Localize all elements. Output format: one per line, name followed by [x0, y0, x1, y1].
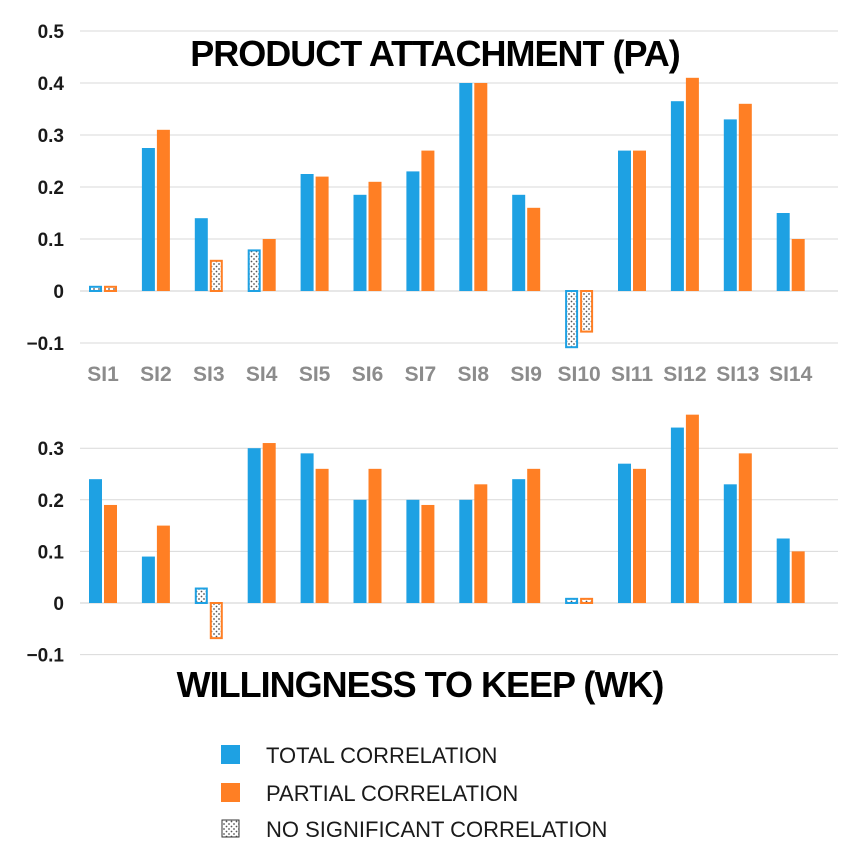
y-tick-label: 0 [53, 594, 64, 615]
bar-partial-si11 [633, 150, 646, 291]
x-tick-label: SI12 [663, 363, 706, 386]
bar-partial-si13 [738, 453, 752, 603]
bar-total-si10 [565, 290, 579, 349]
bar-total-si10 [565, 597, 579, 605]
x-tick-label: SI10 [557, 363, 600, 386]
bar-partial-si7 [421, 504, 435, 603]
bar-total-si13 [723, 484, 737, 603]
bar-total-si9 [512, 479, 526, 603]
bar-partial-si12 [685, 414, 699, 603]
bar-partial-si9 [527, 468, 541, 603]
legend-swatch-total [221, 745, 240, 764]
x-tick-label: SI14 [769, 363, 813, 386]
bar-total-si7 [406, 171, 420, 291]
bar-partial-si3 [209, 259, 223, 292]
legend-swatch-nonsig [221, 819, 240, 838]
bar-partial-si14 [791, 551, 805, 603]
x-tick-label: SI8 [458, 363, 490, 386]
y-tick-label: 0.3 [38, 126, 64, 147]
chart-panel-wk: 0.3 0.2 0.1 0 −0.1 [26, 414, 838, 667]
bar-total-si8 [459, 83, 473, 291]
y-tick-label: 0.1 [38, 230, 65, 251]
x-tick-label: SI13 [716, 363, 759, 386]
bar-total-si14 [776, 538, 790, 603]
y-tick-label: 0.2 [38, 178, 64, 199]
bar-partial-si1 [104, 504, 117, 603]
x-tick-label: SI2 [140, 363, 172, 386]
bar-partial-si8 [474, 484, 488, 603]
bar-partial-si10 [580, 290, 594, 333]
bar-total-si13 [723, 119, 737, 292]
y-tick-label: 0.2 [38, 491, 64, 512]
bar-partial-si10 [580, 597, 594, 605]
bar-total-si12 [670, 427, 684, 603]
bar-total-si5 [300, 174, 314, 291]
bar-partial-si4 [262, 239, 276, 291]
bar-total-si11 [618, 150, 631, 291]
bar-total-si4 [247, 249, 261, 292]
bar-partial-si4 [262, 443, 276, 603]
bar-partial-si1 [104, 285, 117, 292]
legend-label-partial: PARTIAL CORRELATION [266, 781, 518, 806]
x-tick-label: SI7 [405, 363, 437, 386]
bar-partial-si5 [315, 468, 329, 603]
chart-title-pa: PRODUCT ATTACHMENT (PA) [190, 33, 680, 74]
x-tick-label: SI4 [246, 363, 278, 386]
x-tick-label: SI11 [611, 363, 653, 386]
legend-label-total: TOTAL CORRELATION [266, 743, 497, 768]
bar-total-si8 [459, 499, 473, 603]
y-tick-label: 0.1 [38, 542, 65, 563]
bar-total-si3 [194, 218, 208, 291]
bar-total-si6 [353, 194, 367, 291]
bar-partial-si7 [421, 150, 435, 291]
x-tick-label: SI9 [510, 363, 542, 386]
bar-total-si4 [247, 448, 261, 603]
bar-total-si1 [89, 285, 102, 292]
y-tick-label: −0.1 [26, 646, 64, 667]
bar-partial-si11 [633, 468, 646, 603]
bar-total-si7 [406, 499, 420, 603]
bar-partial-si12 [685, 77, 699, 291]
bar-partial-si2 [156, 525, 170, 603]
bar-total-si12 [670, 101, 684, 291]
bar-total-si1 [89, 479, 102, 603]
bar-total-si5 [300, 453, 314, 603]
bar-partial-si13 [738, 103, 752, 291]
bar-partial-si9 [527, 207, 541, 291]
bar-partial-si3 [209, 602, 223, 640]
x-tick-label: SI3 [193, 363, 225, 386]
legend: TOTAL CORRELATION PARTIAL CORRELATION NO… [221, 743, 607, 842]
bar-total-si14 [776, 213, 790, 291]
y-tick-label: 0.4 [38, 74, 65, 95]
bar-partial-si6 [368, 181, 382, 291]
bar-total-si2 [141, 148, 155, 291]
y-tick-label: 0.5 [38, 22, 65, 43]
bar-partial-si5 [315, 176, 329, 291]
bar-total-si6 [353, 499, 367, 603]
bar-partial-si6 [368, 468, 382, 603]
bar-total-si9 [512, 194, 526, 291]
x-tick-label: SI1 [87, 363, 119, 386]
bar-total-si2 [141, 556, 155, 603]
y-tick-label: 0 [53, 282, 64, 303]
x-tick-label: SI5 [299, 363, 331, 386]
bar-partial-si2 [156, 129, 170, 291]
bar-partial-si8 [474, 83, 488, 291]
legend-label-nonsig: NO SIGNIFICANT CORRELATION [266, 817, 607, 842]
x-tick-label: SI6 [352, 363, 384, 386]
bar-partial-si14 [791, 239, 805, 291]
y-tick-label: −0.1 [26, 334, 64, 355]
bar-total-si3 [194, 587, 208, 605]
y-tick-label: 0.3 [38, 439, 64, 460]
legend-swatch-partial [221, 783, 240, 802]
chart-title-wk: WILLINGNESS TO KEEP (WK) [177, 664, 664, 705]
chart-panel-pa: 0.5 0.4 0.3 0.2 0.1 0 −0.1 SI1 SI2 SI3 SI4 SI5 SI6 SI… [26, 22, 838, 386]
bar-total-si11 [618, 463, 631, 603]
